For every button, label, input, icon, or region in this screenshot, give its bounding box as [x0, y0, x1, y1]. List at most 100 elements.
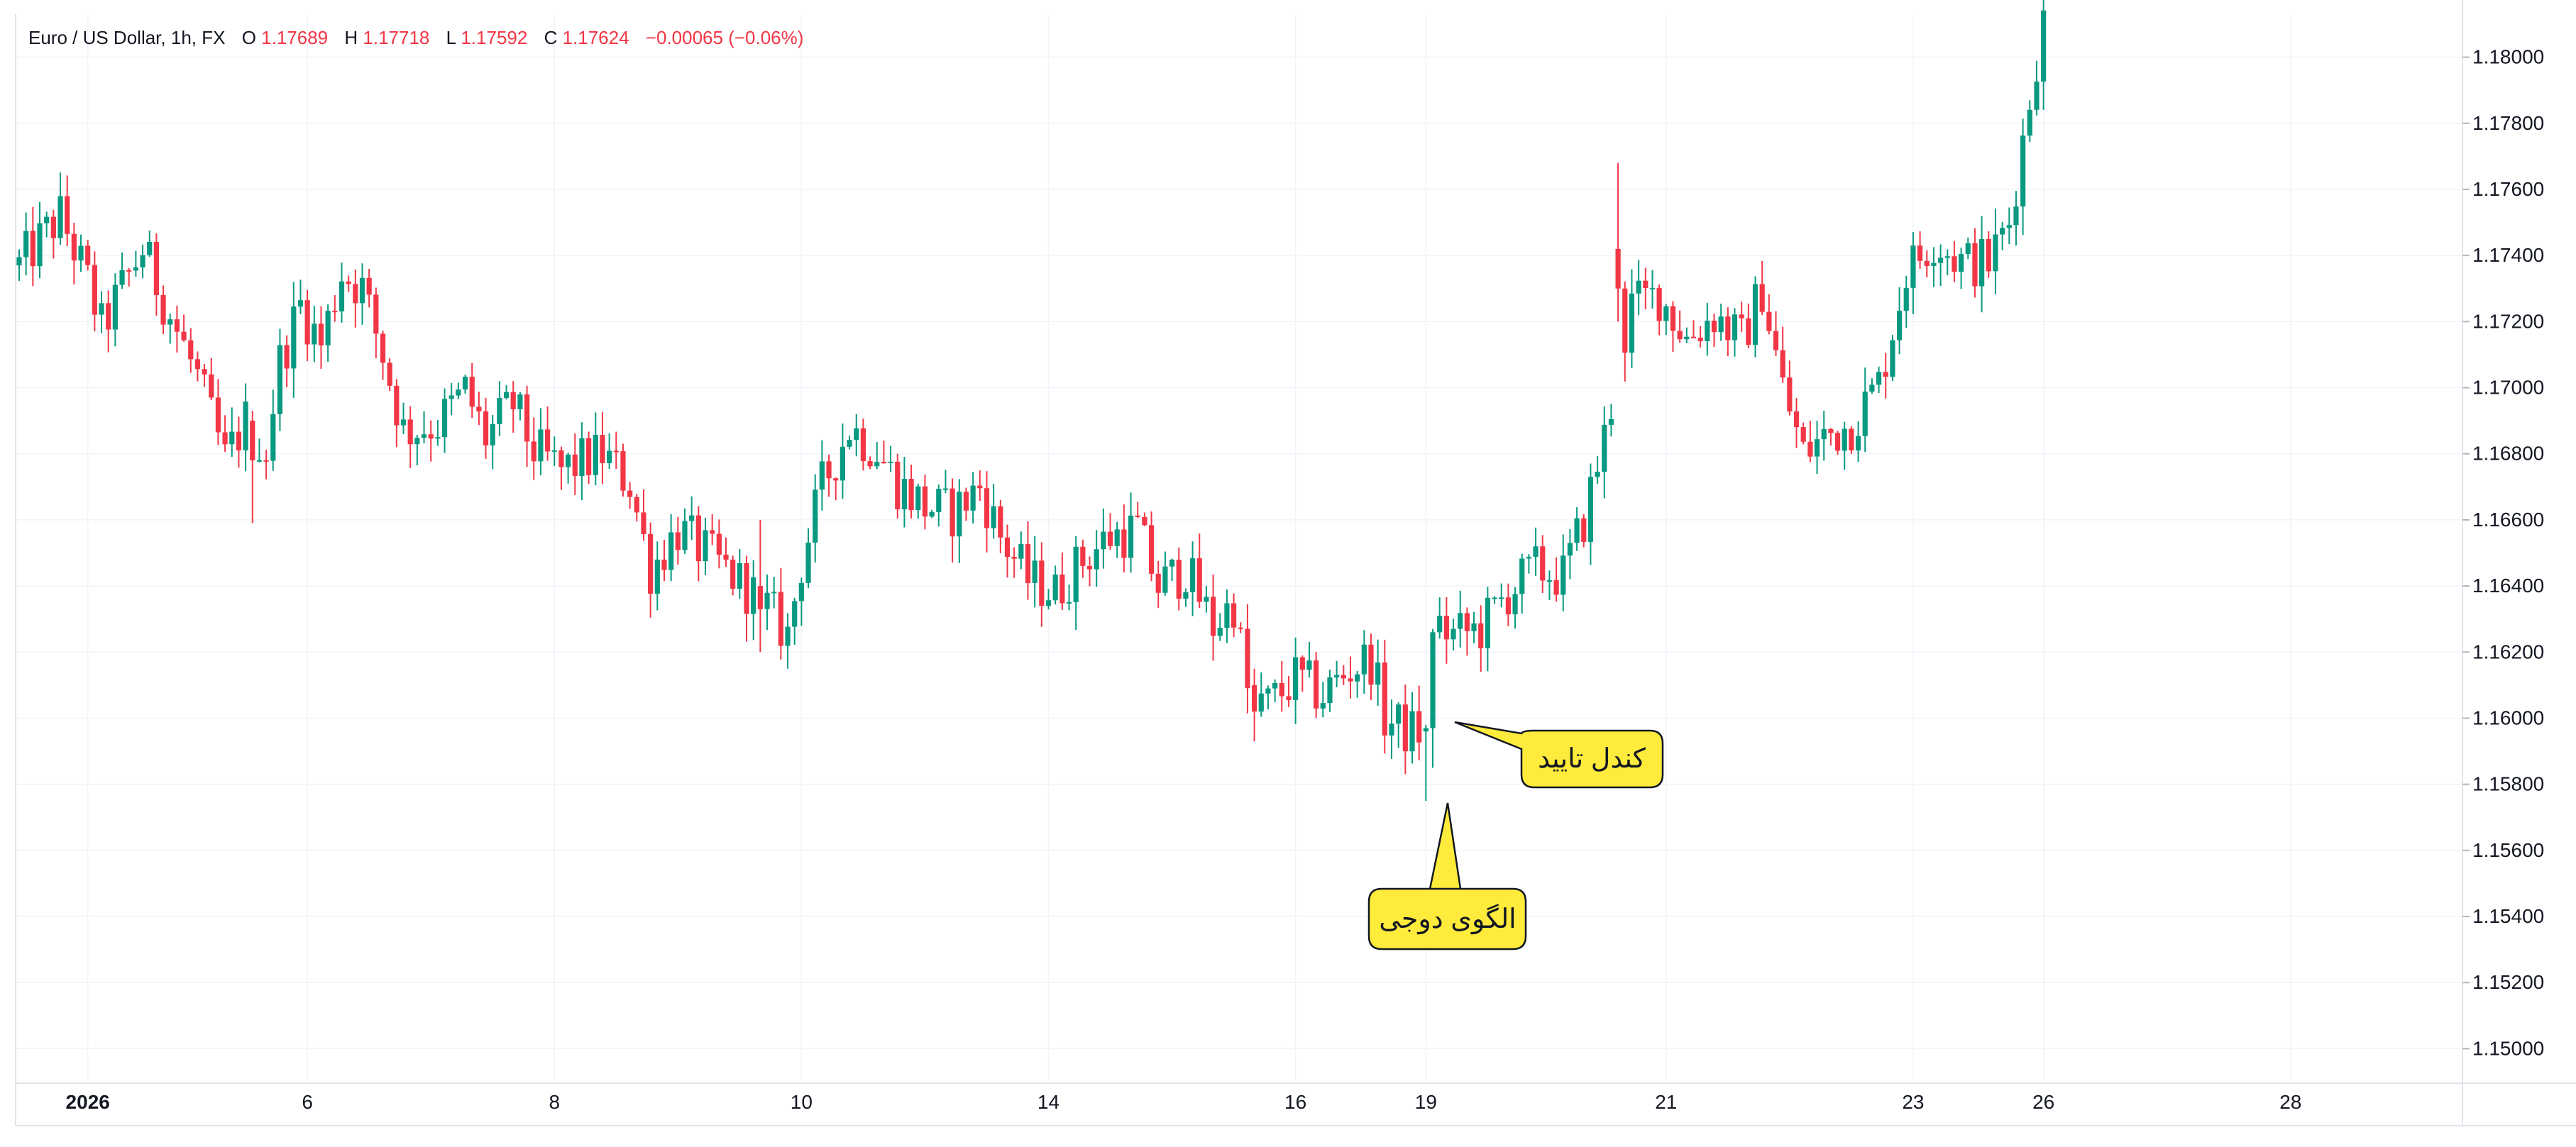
candle[interactable] [421, 411, 427, 444]
candle[interactable] [270, 389, 276, 471]
candle[interactable] [922, 474, 928, 530]
candle[interactable] [1567, 529, 1573, 580]
candle[interactable] [469, 362, 475, 419]
candle[interactable] [1320, 682, 1326, 718]
candle[interactable] [744, 555, 749, 642]
candle[interactable] [318, 306, 324, 369]
candle[interactable] [1451, 619, 1456, 650]
candle[interactable] [805, 528, 811, 589]
candle[interactable] [1011, 547, 1017, 578]
candle[interactable] [441, 388, 448, 453]
candle[interactable] [1238, 622, 1243, 633]
candle[interactable] [1224, 589, 1230, 643]
candle[interactable] [531, 417, 536, 480]
candle[interactable] [1993, 209, 1998, 294]
candle[interactable] [1286, 675, 1292, 707]
candle[interactable] [874, 442, 880, 470]
candle[interactable] [1849, 426, 1854, 455]
candle[interactable] [448, 382, 454, 416]
candle[interactable] [1780, 326, 1785, 383]
candle[interactable] [1766, 294, 1772, 335]
candle[interactable] [1314, 652, 1319, 719]
candle[interactable] [37, 201, 43, 279]
candle[interactable] [1073, 536, 1079, 630]
candle[interactable] [373, 287, 379, 358]
candle[interactable] [957, 479, 962, 563]
candle[interactable] [1862, 367, 1868, 453]
candle[interactable] [1732, 308, 1738, 357]
candle[interactable] [1080, 539, 1086, 578]
candle[interactable] [71, 222, 77, 284]
candle[interactable] [1505, 583, 1511, 626]
candle[interactable] [1903, 275, 1909, 328]
candle[interactable] [1842, 421, 1847, 470]
candle[interactable] [881, 440, 887, 464]
candle[interactable] [1876, 366, 1882, 393]
candle[interactable] [1018, 531, 1024, 570]
candle[interactable] [1086, 556, 1093, 587]
candle[interactable] [2000, 222, 2005, 250]
candle[interactable] [1931, 247, 1937, 287]
candle[interactable] [1443, 597, 1449, 664]
candle[interactable] [304, 289, 310, 361]
candle[interactable] [1972, 228, 1978, 298]
candle[interactable] [263, 449, 269, 480]
candle[interactable] [181, 314, 187, 342]
candle[interactable] [462, 375, 468, 394]
candle[interactable] [503, 385, 510, 400]
candle[interactable] [1677, 310, 1683, 343]
candle[interactable] [256, 438, 263, 462]
candle[interactable] [1176, 547, 1182, 611]
candle[interactable] [524, 385, 530, 467]
candle[interactable] [277, 328, 283, 431]
candle[interactable] [689, 496, 695, 541]
candle[interactable] [1581, 514, 1587, 548]
candle[interactable] [1807, 421, 1813, 462]
candle[interactable] [723, 537, 729, 567]
candle[interactable] [566, 453, 571, 484]
candle[interactable] [1986, 231, 1991, 278]
candle[interactable] [229, 407, 235, 458]
candle[interactable] [2006, 207, 2012, 245]
candle[interactable] [1039, 542, 1045, 627]
candle[interactable] [1094, 530, 1099, 587]
candle[interactable] [833, 477, 839, 501]
candle[interactable] [695, 506, 701, 582]
candle[interactable] [50, 209, 56, 259]
candle[interactable] [737, 549, 742, 599]
candle[interactable] [174, 305, 180, 353]
candle[interactable] [1025, 521, 1031, 600]
candle[interactable] [1643, 267, 1648, 309]
candle[interactable] [1368, 633, 1374, 701]
candle[interactable] [1615, 162, 1621, 322]
candle[interactable] [544, 406, 551, 461]
candle[interactable] [312, 306, 317, 362]
candle[interactable] [1355, 670, 1360, 698]
candle[interactable] [387, 358, 392, 392]
candle[interactable] [291, 282, 297, 398]
candle[interactable] [359, 263, 365, 325]
candle[interactable] [297, 279, 304, 315]
candle[interactable] [1855, 421, 1861, 462]
candle[interactable] [950, 478, 955, 563]
candle[interactable] [1684, 327, 1690, 343]
candle[interactable] [92, 251, 97, 332]
candle[interactable] [1965, 237, 1971, 260]
candle[interactable] [1526, 554, 1531, 574]
candle[interactable] [483, 397, 489, 459]
candle[interactable] [1114, 521, 1120, 558]
candle[interactable] [1142, 512, 1147, 526]
candle[interactable] [641, 489, 646, 541]
candle[interactable] [558, 446, 564, 490]
candle[interactable] [106, 290, 111, 353]
candle[interactable] [716, 519, 722, 569]
candle[interactable] [1608, 404, 1614, 437]
candle[interactable] [1519, 553, 1525, 614]
candle[interactable] [1416, 685, 1422, 760]
candle[interactable] [353, 270, 358, 328]
candle[interactable] [99, 291, 104, 333]
candle[interactable] [613, 431, 619, 470]
candle[interactable] [1890, 335, 1895, 382]
candle[interactable] [1189, 541, 1196, 616]
candle[interactable] [1252, 668, 1257, 742]
